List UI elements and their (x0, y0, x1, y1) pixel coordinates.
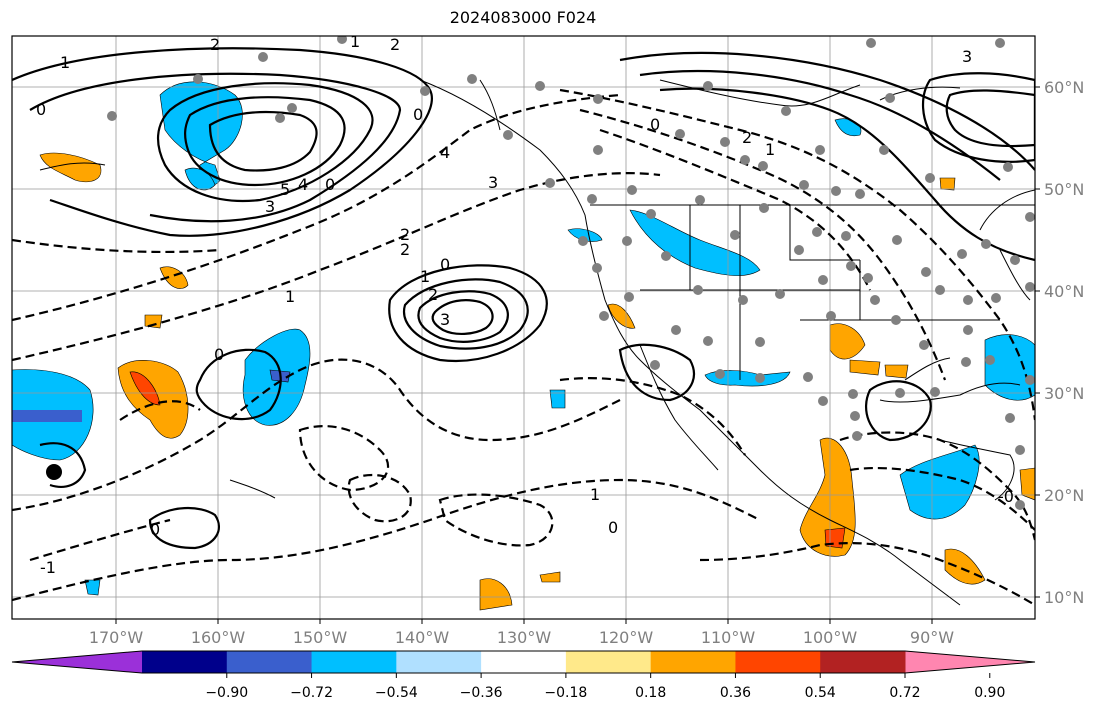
lon-label: 160°W (191, 628, 246, 647)
colorbar-swatch (565, 651, 652, 673)
colorbar-tick-label: −0.90 (205, 685, 248, 701)
contour-label: 1 (285, 287, 295, 306)
contour-label: -0 (998, 487, 1014, 506)
lon-label: 100°W (803, 628, 858, 647)
contour-label: 0 (36, 100, 46, 119)
map-content (12, 36, 1035, 619)
contour-label: 2 (390, 35, 400, 54)
colorbar-tick-label: 0.54 (805, 685, 836, 701)
contours-dashed (12, 88, 1035, 606)
contours-solid (12, 47, 1035, 550)
lat-axis: 60°N 50°N 40°N 30°N 20°N 10°N (1035, 78, 1084, 607)
contour-label: 3 (962, 47, 972, 66)
contour-label: 0 (150, 520, 160, 539)
lon-label: 90°W (910, 628, 954, 647)
shaded-regions (12, 81, 1035, 611)
contour-labels: 0 1 2 3 4 5 0 1 2 3 0 1 2 0 1 2 3 4 0 1 … (36, 32, 1014, 577)
black-marker (46, 464, 62, 480)
contour-label: 1 (420, 267, 430, 286)
colorbar-tick-label: −0.36 (460, 685, 503, 701)
contour-label: 0 (650, 115, 660, 134)
colorbar-tick-label: −0.72 (290, 685, 333, 701)
colorbar: −0.90 −0.72 −0.54 −0.36 −0.18 0.18 0.36 0.54 0.7… (11, 650, 1036, 701)
contour-label: 3 (265, 197, 275, 216)
contour-label: 4 (440, 143, 450, 162)
graticule (12, 36, 1035, 619)
contour-label: 4 (298, 175, 308, 194)
colorbar-outline (11, 650, 1036, 674)
station-dots (107, 36, 1035, 510)
colorbar-tick-label: 0.36 (720, 685, 751, 701)
lat-label: 30°N (1044, 384, 1084, 403)
contour-label: 3 (488, 173, 498, 192)
colorbar-tick-label: 0.90 (974, 685, 1005, 701)
colorbar-tick-label: 0.18 (635, 685, 666, 701)
contour-label: 0 (413, 105, 423, 124)
lon-label: 120°W (599, 628, 654, 647)
lat-label: 60°N (1044, 78, 1084, 97)
colorbar-swatch (735, 651, 821, 673)
colorbar-swatch (820, 651, 906, 673)
contour-label: 0 (440, 255, 450, 274)
colorbar-swatch (650, 651, 736, 673)
colorbar-swatch (226, 651, 313, 673)
contour-label: 1 (60, 53, 70, 72)
colorbar-tick-label: −0.54 (375, 685, 418, 701)
contour-label: 0 (608, 518, 618, 537)
lat-label: 50°N (1044, 180, 1084, 199)
lon-label: 170°W (89, 628, 144, 647)
contour-label: 2 (400, 225, 410, 244)
contour-label: 1 (590, 485, 600, 504)
contour-label: 2 (400, 240, 410, 259)
colorbar-swatch (396, 651, 482, 673)
contour-label: -1 (40, 558, 56, 577)
lon-label: 140°W (395, 628, 450, 647)
colorbar-swatch (481, 651, 567, 673)
lat-label: 20°N (1044, 486, 1084, 505)
lon-label: 130°W (497, 628, 552, 647)
colorbar-tick-label: −0.18 (544, 685, 587, 701)
lon-label: 110°W (701, 628, 756, 647)
contour-label: 1 (350, 32, 360, 51)
colorbar-swatch (311, 651, 397, 673)
contour-label: 0 (325, 175, 335, 194)
contour-label: 2 (428, 285, 438, 304)
contour-label: 5 (280, 180, 290, 199)
colorbar-extend-low (12, 651, 142, 673)
contour-label: 3 (440, 310, 450, 329)
contour-label: 1 (765, 140, 775, 159)
lat-label: 10°N (1044, 588, 1084, 607)
colorbar-extend-high (905, 651, 1035, 673)
map-title: 2024083000 F024 (449, 8, 597, 27)
contour-label: 2 (210, 35, 220, 54)
lon-label: 150°W (293, 628, 348, 647)
lon-axis: 170°W 160°W 150°W 140°W 130°W 120°W 110°… (89, 619, 954, 647)
contour-label: 0 (214, 345, 224, 364)
colorbar-swatch (142, 651, 228, 673)
colorbar-tick-label: 0.72 (889, 685, 920, 701)
contour-label: 2 (742, 128, 752, 147)
lat-label: 40°N (1044, 282, 1084, 301)
